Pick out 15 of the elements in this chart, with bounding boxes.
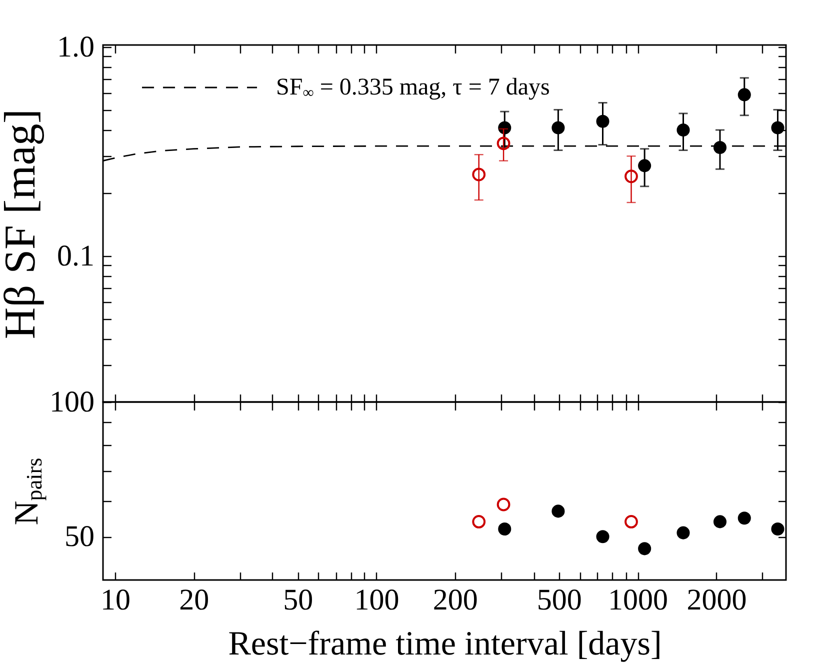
x-tick-label: 2000 bbox=[686, 584, 747, 617]
legend-label: SF$_{∞}$ = 0.335 mag, τ = 7 days bbox=[276, 74, 550, 102]
x-tick-label: 200 bbox=[433, 584, 478, 617]
y-tick-label: 1.0 bbox=[57, 30, 95, 64]
y-tick-label: 0.1 bbox=[57, 240, 95, 273]
x-tick-label: 500 bbox=[537, 584, 582, 617]
x-tick-label: 20 bbox=[179, 584, 210, 617]
x-tick-label: 50 bbox=[283, 584, 314, 617]
y-axis-title: Hβ SF [mag] bbox=[0, 109, 45, 340]
x-axis-title: Rest−frame time interval [days] bbox=[228, 626, 662, 663]
y-tick-label: 100 bbox=[50, 386, 95, 419]
x-tick-label: 1000 bbox=[608, 584, 668, 617]
x-tick-label: 10 bbox=[100, 584, 131, 617]
y-tick-label: 50 bbox=[64, 520, 95, 554]
x-tick-label: 100 bbox=[354, 584, 400, 617]
